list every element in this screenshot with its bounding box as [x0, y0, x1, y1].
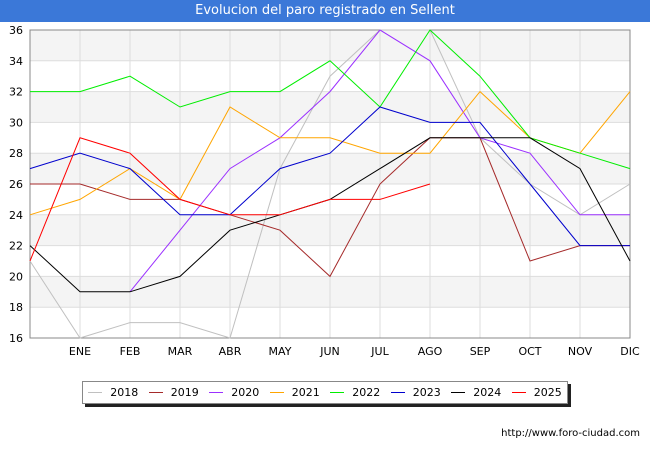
legend-label: 2018 [110, 386, 139, 399]
y-tick-label: 26 [9, 178, 23, 191]
series-line-2019 [30, 137, 630, 278]
legend-label: 2019 [170, 386, 199, 399]
y-tick-label: 24 [9, 209, 23, 222]
legend-label: 2025 [533, 386, 562, 399]
y-tick-label: 30 [9, 116, 23, 129]
y-tick-label: 16 [9, 332, 23, 345]
legend-swatch [269, 392, 284, 393]
legend-swatch [209, 392, 224, 393]
legend-label: 2021 [291, 386, 320, 399]
legend-label: 2023 [412, 386, 441, 399]
series-line-2025 [29, 137, 431, 262]
y-tick-label: 22 [9, 240, 23, 253]
legend-swatch [330, 392, 345, 393]
x-tick-label: MAY [269, 345, 292, 358]
x-tick-label: JUN [319, 345, 340, 358]
legend-label: 2022 [352, 386, 381, 399]
legend-item-2021: 2021 [269, 386, 320, 399]
x-tick-label: ABR [219, 345, 242, 358]
legend-swatch [390, 392, 405, 393]
chart-legend: 2018 2019 2020 2021 2022 2023 2024 2025 [82, 381, 568, 404]
x-tick-label: DIC [620, 345, 640, 358]
x-tick-label: FEB [120, 345, 141, 358]
x-tick-label: JUL [370, 345, 389, 358]
y-tick-label: 20 [9, 270, 23, 283]
x-tick-label: NOV [568, 345, 593, 358]
legend-label: 2024 [473, 386, 502, 399]
x-tick-label: SEP [470, 345, 491, 358]
legend-item-2022: 2022 [330, 386, 380, 399]
legend-swatch [148, 392, 163, 393]
y-tick-label: 28 [9, 147, 23, 160]
legend-item-2025: 2025 [511, 386, 562, 399]
x-tick-label: AGO [418, 345, 443, 358]
series-line-2020 [129, 29, 630, 293]
legend-label: 2020 [231, 386, 260, 399]
x-tick-label: ENE [69, 345, 91, 358]
legend-item-2018: 2018 [88, 386, 138, 399]
legend-item-2023: 2023 [390, 386, 441, 399]
legend-item-2020: 2020 [209, 386, 259, 399]
legend-item-2024: 2024 [451, 386, 501, 399]
y-tick-label: 34 [9, 55, 23, 68]
y-tick-label: 36 [9, 24, 23, 37]
y-tick-label: 32 [9, 86, 23, 99]
x-tick-label: MAR [168, 345, 193, 358]
legend-swatch [451, 392, 466, 393]
x-tick-label: OCT [518, 345, 541, 358]
legend-item-2019: 2019 [148, 386, 199, 399]
series-line-2023 [29, 106, 630, 247]
legend-swatch [88, 392, 103, 393]
legend-swatch [511, 392, 526, 393]
source-credit: http://www.foro-ciudad.com [501, 428, 640, 439]
chart-title: Evolucion del paro registrado en Sellent [0, 0, 650, 22]
y-tick-label: 18 [9, 301, 23, 314]
